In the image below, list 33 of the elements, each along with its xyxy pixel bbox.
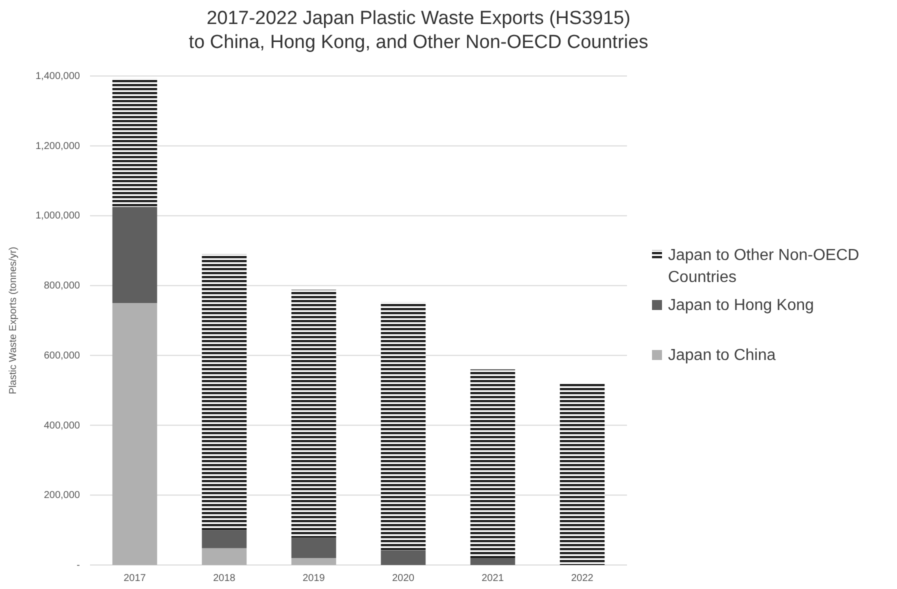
chart-title: 2017-2022 Japan Plastic Waste Exports (HS3915) to China, Hong Kong, and Other Non-OECD Countries <box>188 8 648 53</box>
bar <box>291 290 336 538</box>
bar <box>202 530 247 548</box>
bar <box>470 558 516 565</box>
y-tick-label: - <box>76 560 80 571</box>
bar <box>291 558 336 565</box>
y-tick-label: 600,000 <box>44 350 80 362</box>
y-tick-label: 1,000,000 <box>36 210 80 222</box>
legend-label: Japan to Other Non-OECD Countries <box>668 247 860 286</box>
x-tick-label: 2020 <box>392 573 415 584</box>
bar <box>470 369 516 558</box>
y-tick-label: 1,400,000 <box>36 71 80 82</box>
bar <box>202 548 247 565</box>
bar <box>380 550 426 565</box>
bar <box>112 303 158 565</box>
bar <box>202 254 247 530</box>
bar <box>560 382 605 565</box>
x-tick-label: 2021 <box>482 573 504 584</box>
y-axis-title: Plastic Waste Exports (tonnes/yr) <box>8 246 19 394</box>
legend-label: Japan to Hong Kong <box>668 297 814 314</box>
x-tick-label: 2018 <box>213 573 236 584</box>
x-tick-label: 2017 <box>124 573 146 584</box>
bar <box>291 538 336 558</box>
bar <box>112 206 158 304</box>
y-tick-label: 400,000 <box>44 420 80 432</box>
y-tick-label: 200,000 <box>44 490 80 502</box>
y-tick-label: 800,000 <box>44 280 80 292</box>
y-tick-label: 1,200,000 <box>36 140 80 152</box>
x-tick-label: 2022 <box>571 573 594 584</box>
bar <box>380 302 426 550</box>
bar <box>112 78 158 207</box>
legend-label: Japan to China <box>668 347 776 364</box>
x-tick-label: 2019 <box>302 573 326 584</box>
